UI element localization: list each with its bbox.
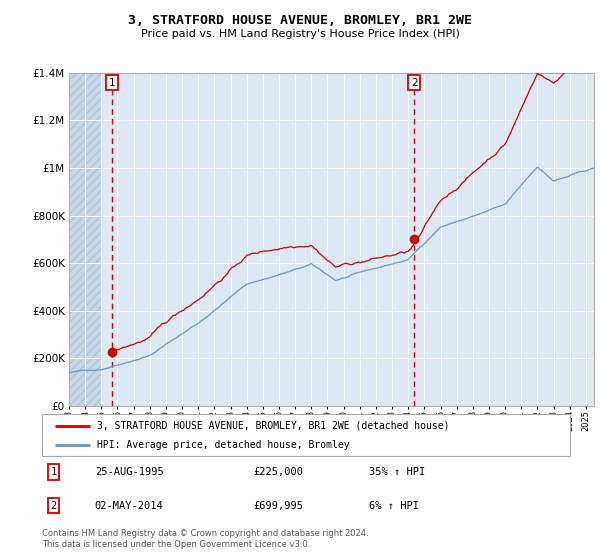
Text: 1: 1 — [50, 467, 57, 477]
Text: 25-AUG-1995: 25-AUG-1995 — [95, 467, 164, 477]
Text: HPI: Average price, detached house, Bromley: HPI: Average price, detached house, Brom… — [97, 440, 350, 450]
Text: 35% ↑ HPI: 35% ↑ HPI — [370, 467, 425, 477]
Text: Contains HM Land Registry data © Crown copyright and database right 2024.
This d: Contains HM Land Registry data © Crown c… — [42, 529, 368, 549]
Text: 3, STRATFORD HOUSE AVENUE, BROMLEY, BR1 2WE: 3, STRATFORD HOUSE AVENUE, BROMLEY, BR1 … — [128, 14, 472, 27]
Text: Price paid vs. HM Land Registry's House Price Index (HPI): Price paid vs. HM Land Registry's House … — [140, 29, 460, 39]
Text: 1: 1 — [109, 78, 115, 88]
Text: 3, STRATFORD HOUSE AVENUE, BROMLEY, BR1 2WE (detached house): 3, STRATFORD HOUSE AVENUE, BROMLEY, BR1 … — [97, 421, 450, 431]
Text: 2: 2 — [411, 78, 418, 88]
Text: £225,000: £225,000 — [253, 467, 303, 477]
Text: 02-MAY-2014: 02-MAY-2014 — [95, 501, 164, 511]
Text: 6% ↑ HPI: 6% ↑ HPI — [370, 501, 419, 511]
Text: £699,995: £699,995 — [253, 501, 303, 511]
Text: 2: 2 — [50, 501, 57, 511]
FancyBboxPatch shape — [42, 414, 570, 456]
